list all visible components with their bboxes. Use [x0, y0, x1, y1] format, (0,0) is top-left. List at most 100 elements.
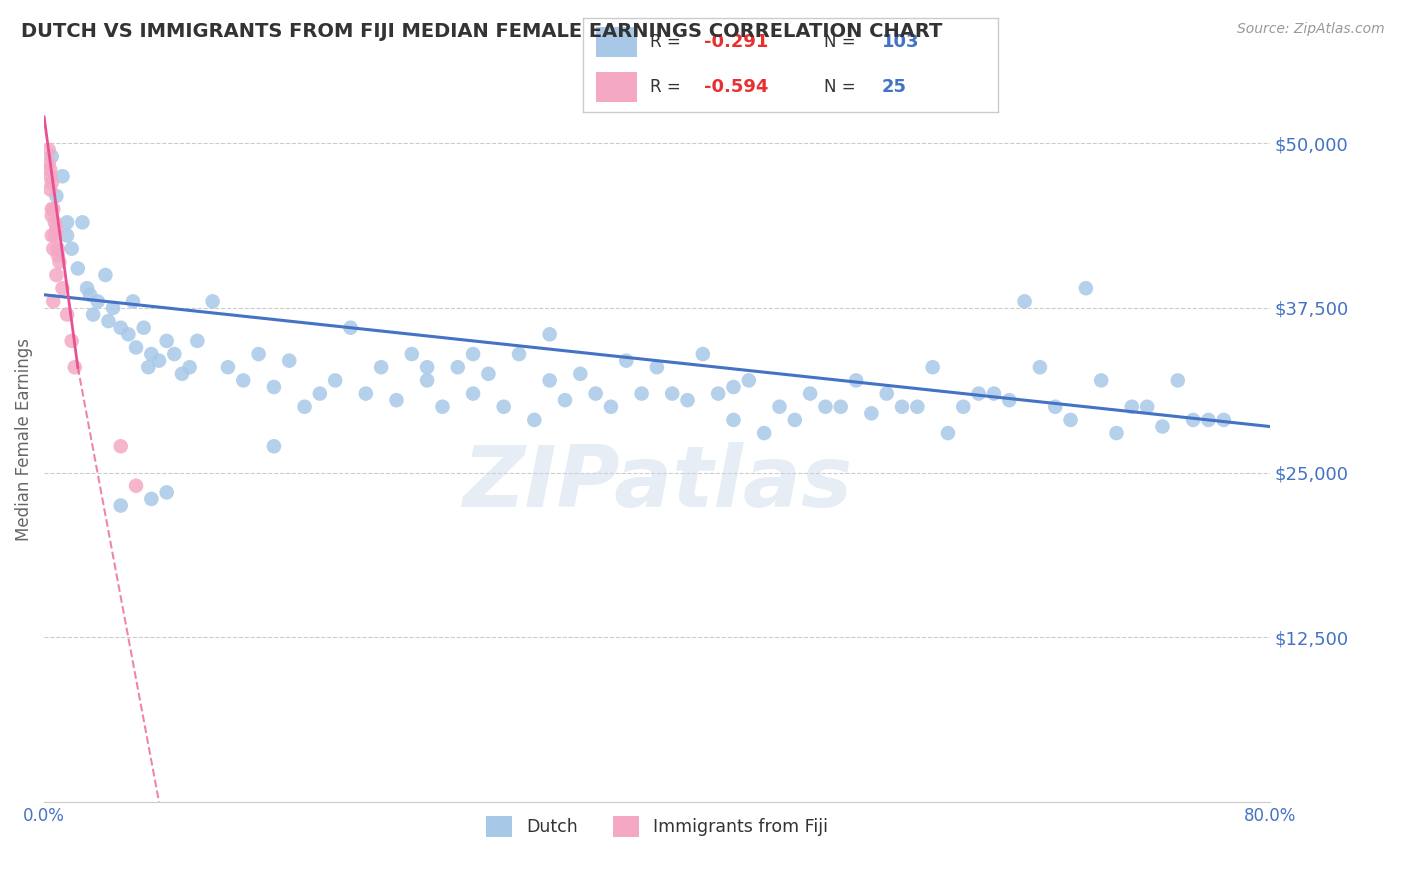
Point [768, 400, 790, 414]
Point [661, 386, 683, 401]
Point [125, 341, 148, 355]
Point [1136, 400, 1159, 414]
Point [538, 373, 561, 387]
Point [723, 413, 745, 427]
Point [42, 294, 65, 309]
Legend: Dutch, Immigrants from Fiji: Dutch, Immigrants from Fiji [479, 809, 835, 844]
Point [614, 353, 637, 368]
Point [554, 393, 576, 408]
Point [416, 373, 439, 387]
Point [39, 182, 62, 196]
Point [44, 228, 66, 243]
Point [600, 400, 623, 414]
Point [585, 386, 607, 401]
Text: N =: N = [824, 78, 860, 96]
Point [41, 228, 63, 243]
Point [814, 400, 837, 414]
Point [1045, 400, 1067, 414]
Point [738, 373, 761, 387]
Text: R =: R = [650, 33, 686, 51]
Point [630, 386, 652, 401]
Point [1090, 373, 1112, 387]
Text: DUTCH VS IMMIGRANTS FROM FIJI MEDIAN FEMALE EARNINGS CORRELATION CHART: DUTCH VS IMMIGRANTS FROM FIJI MEDIAN FEM… [21, 22, 942, 41]
Point [263, 380, 285, 394]
Point [45, 268, 67, 282]
Point [39, 162, 62, 177]
Point [97, 314, 120, 328]
Point [447, 360, 470, 375]
Point [72, 215, 94, 229]
Point [60, 334, 83, 348]
Point [56, 228, 79, 243]
Point [125, 479, 148, 493]
Point [936, 426, 959, 441]
Point [752, 426, 775, 441]
Point [45, 189, 67, 203]
Text: -0.594: -0.594 [704, 78, 768, 96]
Point [136, 360, 159, 375]
Point [905, 400, 928, 414]
Point [508, 347, 530, 361]
Point [952, 400, 974, 414]
Text: ZIPatlas: ZIPatlas [461, 442, 852, 524]
Point [56, 308, 79, 322]
Point [232, 373, 254, 387]
Point [66, 261, 89, 276]
Y-axis label: Median Female Earnings: Median Female Earnings [15, 338, 32, 541]
Point [41, 202, 63, 216]
Point [1167, 373, 1189, 387]
Point [186, 334, 208, 348]
Point [82, 308, 104, 322]
Bar [596, 72, 637, 103]
Point [201, 294, 224, 309]
Point [1121, 400, 1143, 414]
Point [1182, 413, 1205, 427]
Point [294, 400, 316, 414]
Text: Source: ZipAtlas.com: Source: ZipAtlas.com [1237, 22, 1385, 37]
Point [42, 242, 65, 256]
Point [110, 499, 132, 513]
Point [41, 149, 63, 163]
Point [46, 248, 69, 262]
Point [39, 169, 62, 184]
Point [860, 406, 883, 420]
Point [101, 301, 124, 315]
Point [461, 347, 484, 361]
Point [179, 360, 201, 375]
Point [461, 386, 484, 401]
Point [1059, 413, 1081, 427]
Point [309, 386, 332, 401]
Point [141, 347, 163, 361]
Point [477, 367, 499, 381]
Point [94, 268, 117, 282]
Point [1212, 413, 1234, 427]
Point [63, 360, 86, 375]
Point [263, 439, 285, 453]
Point [1197, 413, 1219, 427]
Point [830, 400, 852, 414]
Point [339, 320, 361, 334]
Point [217, 360, 239, 375]
Point [163, 347, 186, 361]
Point [876, 386, 898, 401]
Point [432, 400, 454, 414]
Point [38, 156, 60, 170]
Point [370, 360, 392, 375]
Point [51, 281, 73, 295]
Text: N =: N = [824, 33, 860, 51]
Point [983, 386, 1005, 401]
Point [41, 209, 63, 223]
Point [707, 386, 730, 401]
Point [48, 255, 70, 269]
Point [1029, 360, 1052, 375]
Point [247, 347, 270, 361]
Point [110, 320, 132, 334]
Text: 25: 25 [882, 78, 907, 96]
Point [56, 215, 79, 229]
Point [845, 373, 868, 387]
Point [569, 367, 592, 381]
Point [87, 294, 110, 309]
Point [42, 202, 65, 216]
Point [148, 353, 170, 368]
Point [1152, 419, 1174, 434]
